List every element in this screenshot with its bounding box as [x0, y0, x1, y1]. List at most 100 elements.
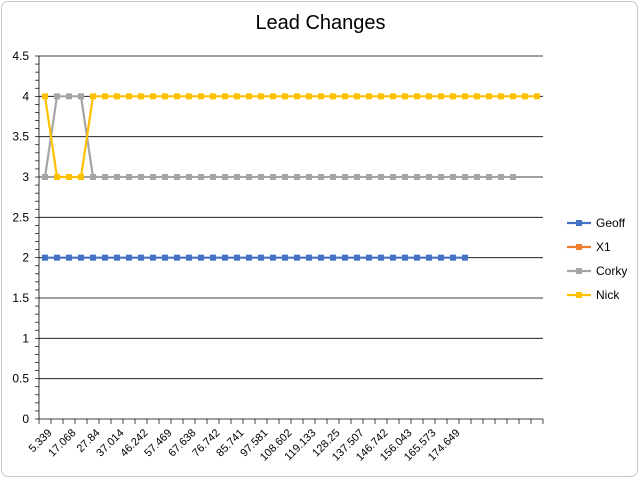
- data-point-corky: [450, 174, 456, 180]
- data-point-nick: [102, 93, 108, 100]
- data-point-nick: [342, 93, 348, 100]
- data-point-corky: [78, 93, 84, 100]
- data-point-corky: [174, 174, 180, 180]
- data-point-corky: [510, 174, 516, 180]
- data-point-geoff: [234, 254, 240, 261]
- data-point-geoff: [90, 254, 96, 261]
- data-point-nick: [270, 93, 276, 100]
- data-point-geoff: [342, 254, 348, 261]
- data-point-nick: [90, 93, 96, 100]
- gridlines: [39, 55, 543, 420]
- data-point-geoff: [222, 254, 228, 261]
- y-tick-label: 0: [22, 412, 29, 426]
- data-point-nick: [222, 93, 228, 100]
- data-point-corky: [90, 174, 96, 180]
- legend-marker-corky: [576, 268, 582, 274]
- data-point-geoff: [114, 254, 120, 261]
- data-point-corky: [54, 93, 60, 100]
- data-point-corky: [234, 174, 240, 180]
- data-point-nick: [42, 93, 48, 100]
- data-point-nick: [366, 93, 372, 100]
- data-point-nick: [510, 93, 516, 100]
- data-point-geoff: [210, 254, 216, 261]
- data-point-corky: [162, 174, 168, 180]
- data-point-geoff: [54, 254, 60, 261]
- data-point-nick: [126, 93, 132, 100]
- data-point-corky: [102, 174, 108, 180]
- data-point-nick: [402, 93, 408, 100]
- data-point-nick: [282, 93, 288, 100]
- data-point-nick: [66, 174, 72, 180]
- data-point-corky: [402, 174, 408, 180]
- data-point-nick: [330, 93, 336, 100]
- data-point-geoff: [390, 254, 396, 261]
- data-point-corky: [438, 174, 444, 180]
- series-group: [42, 93, 540, 261]
- data-point-geoff: [42, 254, 48, 261]
- data-point-nick: [198, 93, 204, 100]
- data-point-geoff: [66, 254, 72, 261]
- data-point-geoff: [126, 254, 132, 261]
- data-point-corky: [330, 174, 336, 180]
- data-point-geoff: [282, 254, 288, 261]
- data-point-nick: [498, 93, 504, 100]
- data-point-geoff: [414, 254, 420, 261]
- data-point-geoff: [102, 254, 108, 261]
- y-tick-label: 2.5: [12, 210, 29, 224]
- data-point-corky: [306, 174, 312, 180]
- y-tick-label: 1: [22, 331, 29, 345]
- series-line-corky: [43, 95, 513, 179]
- data-point-geoff: [162, 254, 168, 261]
- data-point-nick: [150, 93, 156, 100]
- data-point-corky: [318, 174, 324, 180]
- data-point-geoff: [330, 254, 336, 261]
- y-tick-label: 3: [22, 170, 29, 184]
- data-point-nick: [258, 93, 264, 100]
- data-point-nick: [78, 174, 84, 180]
- legend-label-geoff: Geoff: [596, 216, 626, 230]
- legend-label-x1: X1: [596, 240, 611, 254]
- x-axis: 5.33917.06827.8437.01446.24257.46967.638…: [27, 419, 544, 464]
- data-point-corky: [210, 174, 216, 180]
- data-point-nick: [318, 93, 324, 100]
- data-point-corky: [474, 174, 480, 180]
- data-point-corky: [414, 174, 420, 180]
- data-point-corky: [258, 174, 264, 180]
- data-point-geoff: [270, 254, 276, 261]
- data-point-nick: [438, 93, 444, 100]
- data-point-corky: [126, 174, 132, 180]
- data-point-corky: [486, 174, 492, 180]
- data-point-corky: [342, 174, 348, 180]
- data-point-corky: [270, 174, 276, 180]
- data-point-corky: [498, 174, 504, 180]
- data-point-corky: [138, 174, 144, 180]
- data-point-corky: [198, 174, 204, 180]
- legend-marker-geoff: [576, 220, 582, 226]
- data-point-corky: [282, 174, 288, 180]
- data-point-nick: [522, 93, 528, 100]
- data-point-nick: [186, 93, 192, 100]
- data-point-geoff: [402, 254, 408, 261]
- data-point-corky: [246, 174, 252, 180]
- data-point-geoff: [174, 254, 180, 261]
- y-axis: 0 0.5 1 1.5 2 2.5 3 3.5 4 4.5: [12, 49, 40, 426]
- legend-label-nick: Nick: [596, 288, 620, 302]
- data-point-geoff: [186, 254, 192, 261]
- x-tick-label: 17.068: [46, 427, 78, 459]
- data-point-corky: [378, 174, 384, 180]
- y-tick-label: 0.5: [12, 372, 29, 386]
- data-point-nick: [162, 93, 168, 100]
- data-point-nick: [426, 93, 432, 100]
- data-point-corky: [222, 174, 228, 180]
- data-point-geoff: [438, 254, 444, 261]
- y-tick-label: 3.5: [12, 130, 29, 144]
- data-point-nick: [306, 93, 312, 100]
- data-point-corky: [114, 174, 120, 180]
- data-point-nick: [246, 93, 252, 100]
- data-point-nick: [114, 93, 120, 100]
- data-point-nick: [390, 93, 396, 100]
- data-point-nick: [354, 93, 360, 100]
- data-point-geoff: [294, 254, 300, 261]
- data-point-geoff: [366, 254, 372, 261]
- data-point-geoff: [306, 254, 312, 261]
